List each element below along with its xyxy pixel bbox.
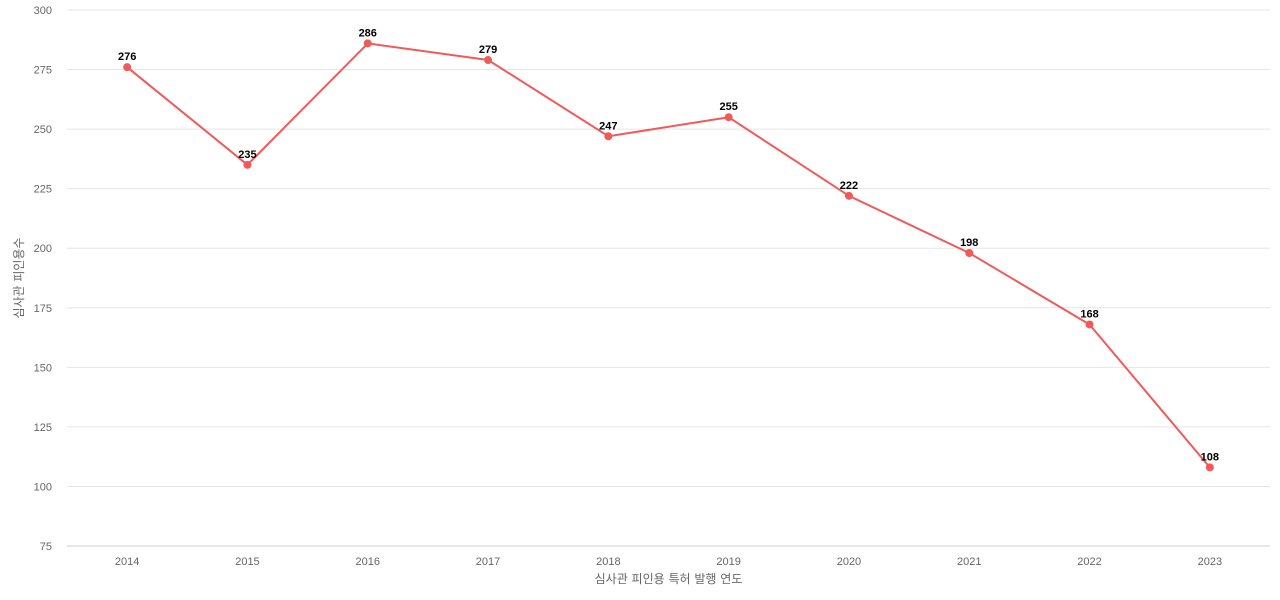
x-tick-label: 2019 [716, 556, 740, 568]
data-label: 222 [840, 180, 858, 192]
data-point[interactable] [1205, 463, 1214, 472]
series-line-group [126, 42, 1211, 469]
data-point[interactable] [604, 132, 613, 141]
x-tick-label: 2015 [235, 556, 259, 568]
y-tick-label: 75 [40, 541, 52, 553]
x-tick-label: 2016 [356, 556, 380, 568]
data-point[interactable] [724, 113, 733, 122]
data-point[interactable] [484, 56, 493, 65]
y-axis-title: 심사관 피인용수 [12, 237, 26, 318]
data-point[interactable] [123, 63, 132, 72]
x-axis-title: 심사관 피인용 특허 발행 연도 [595, 571, 743, 586]
y-axis-ticks: 75 100 125 150 175 200 225 250 275 300 [34, 5, 52, 553]
data-points [123, 39, 1214, 472]
data-labels: 276 235 286 279 247 255 222 198 168 108 [118, 27, 1219, 463]
x-tick-label: 2020 [837, 556, 861, 568]
y-tick-label: 175 [34, 303, 52, 315]
data-point[interactable] [844, 191, 853, 200]
data-label: 255 [719, 101, 737, 113]
x-tick-label: 2014 [115, 556, 139, 568]
y-tick-label: 200 [34, 243, 52, 255]
x-tick-label: 2021 [957, 556, 981, 568]
y-tick-label: 300 [34, 5, 52, 17]
y-tick-label: 150 [34, 362, 52, 374]
data-label: 279 [479, 44, 497, 56]
x-tick-label: 2022 [1077, 556, 1101, 568]
data-label: 235 [238, 149, 256, 161]
grid-lines [67, 9, 1270, 547]
data-label: 108 [1201, 451, 1219, 463]
data-label: 276 [118, 51, 136, 63]
data-label: 286 [359, 27, 377, 39]
data-point[interactable] [363, 39, 372, 48]
x-tick-label: 2023 [1198, 556, 1222, 568]
x-axis-ticks: 2014 2015 2016 2017 2018 2019 2020 2021 2022 2023 [115, 556, 1222, 568]
y-tick-label: 275 [34, 65, 52, 77]
data-label: 247 [599, 120, 617, 132]
data-label: 198 [960, 237, 978, 249]
data-label: 168 [1080, 308, 1098, 320]
y-tick-label: 100 [34, 481, 52, 493]
y-tick-label: 225 [34, 184, 52, 196]
x-tick-label: 2017 [476, 556, 500, 568]
data-point[interactable] [1085, 320, 1094, 329]
series-line [126, 42, 1211, 469]
data-point[interactable] [965, 248, 974, 257]
data-point[interactable] [243, 160, 252, 169]
y-tick-label: 250 [34, 124, 52, 136]
y-tick-label: 125 [34, 422, 52, 434]
x-tick-label: 2018 [596, 556, 620, 568]
